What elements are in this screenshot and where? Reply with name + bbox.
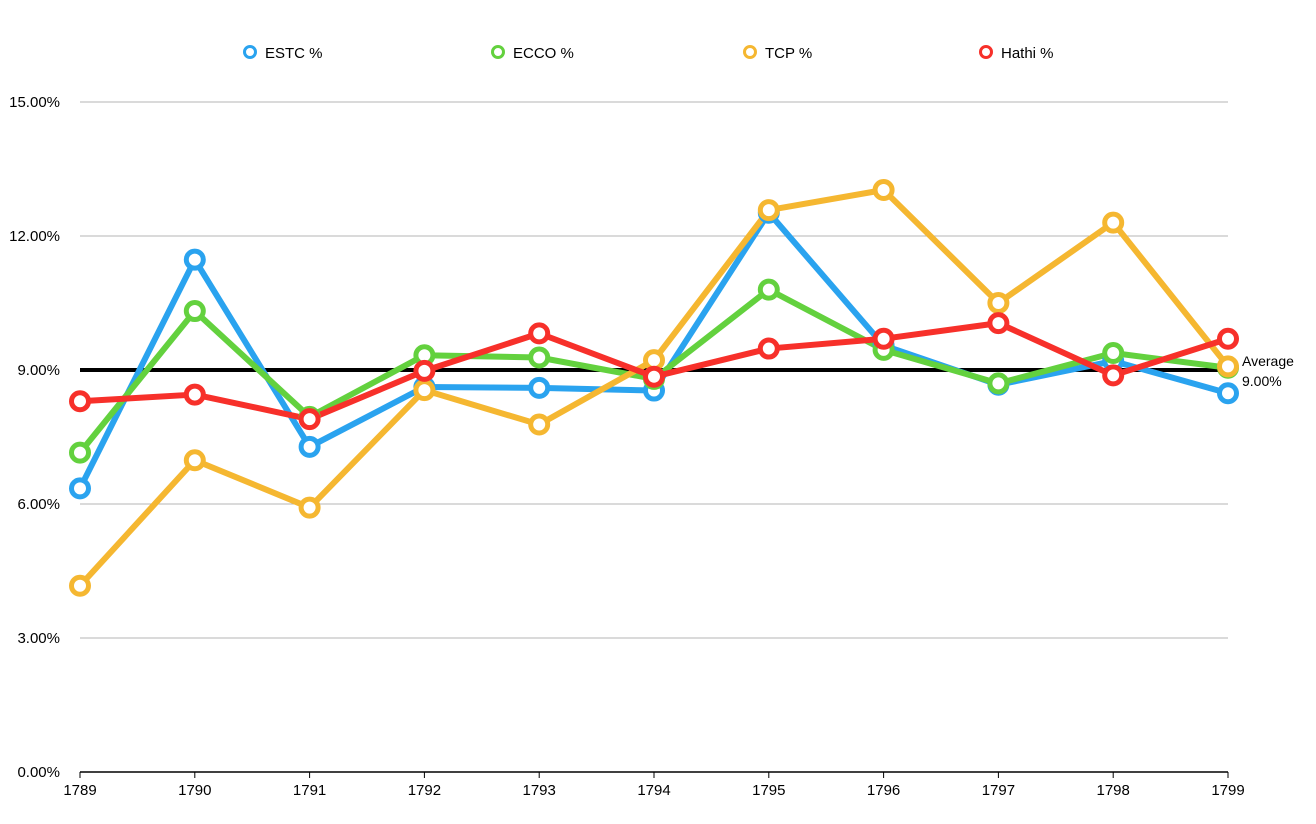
data-point [1102,342,1125,365]
data-point [413,359,436,382]
data-point [872,327,895,350]
gridlines [80,101,1228,773]
y-axis-ticks: 0.00% 3.00% 6.00% 9.00% 12.00% 15.00% [9,94,60,781]
legend-marker [979,45,993,59]
y-tick-label: 15.00% [9,94,60,111]
data-point [69,441,91,464]
y-tick-label: 3.00% [17,630,60,647]
y-tick-label: 12.00% [9,228,60,245]
data-point [528,413,551,436]
legend-label: Hathi % [1001,45,1054,62]
data-point [183,383,206,406]
data-point [872,178,895,201]
data-point [1217,327,1239,350]
data-point [183,449,206,472]
legend-label: ESTC % [265,45,323,62]
average-label: Average [1242,353,1294,369]
data-point [987,292,1010,314]
data-point [757,199,780,222]
legend: ESTC % ECCO % TCP % Hathi % [243,45,1054,62]
y-tick-label: 6.00% [17,496,60,513]
data-point [69,390,91,413]
x-tick-label: 1795 [752,782,785,799]
data-point [413,379,436,402]
data-point [69,574,91,597]
data-point [528,346,551,369]
legend-marker [491,45,505,59]
series-group [69,178,1239,597]
x-tick-label: 1797 [982,782,1015,799]
x-tick-label: 1792 [408,782,441,799]
data-point [757,278,780,301]
data-point [298,408,321,431]
x-tick-label: 1790 [178,782,211,799]
data-point [987,312,1010,335]
legend-label: ECCO % [513,45,574,62]
data-point [1102,364,1125,387]
data-point [1102,211,1125,234]
data-point [183,248,206,271]
data-point [298,435,321,458]
x-tick-label: 1794 [637,782,670,799]
x-tick-label: 1789 [63,782,96,799]
y-tick-label: 9.00% [17,362,60,379]
x-axis-ticks: 1789 1790 1791 1792 1793 1794 1795 1796 1797 1798… [63,772,1245,799]
data-point [528,322,551,345]
data-point [643,365,665,388]
data-point [69,477,91,500]
x-tick-label: 1793 [523,782,556,799]
x-tick-label: 1798 [1097,782,1130,799]
data-point [987,372,1010,395]
data-point [183,300,206,323]
legend-marker [743,45,757,59]
legend-label: TCP % [765,45,812,62]
legend-marker [243,45,257,59]
x-tick-label: 1799 [1211,782,1244,799]
x-tick-label: 1796 [867,782,900,799]
y-tick-label: 0.00% [17,764,60,781]
x-tick-label: 1791 [293,782,326,799]
data-point [298,496,321,519]
data-point [1217,382,1239,405]
average-value-label: 9.00% [1242,373,1282,389]
data-point [757,337,780,360]
data-point [1217,355,1239,378]
data-point [528,376,551,399]
